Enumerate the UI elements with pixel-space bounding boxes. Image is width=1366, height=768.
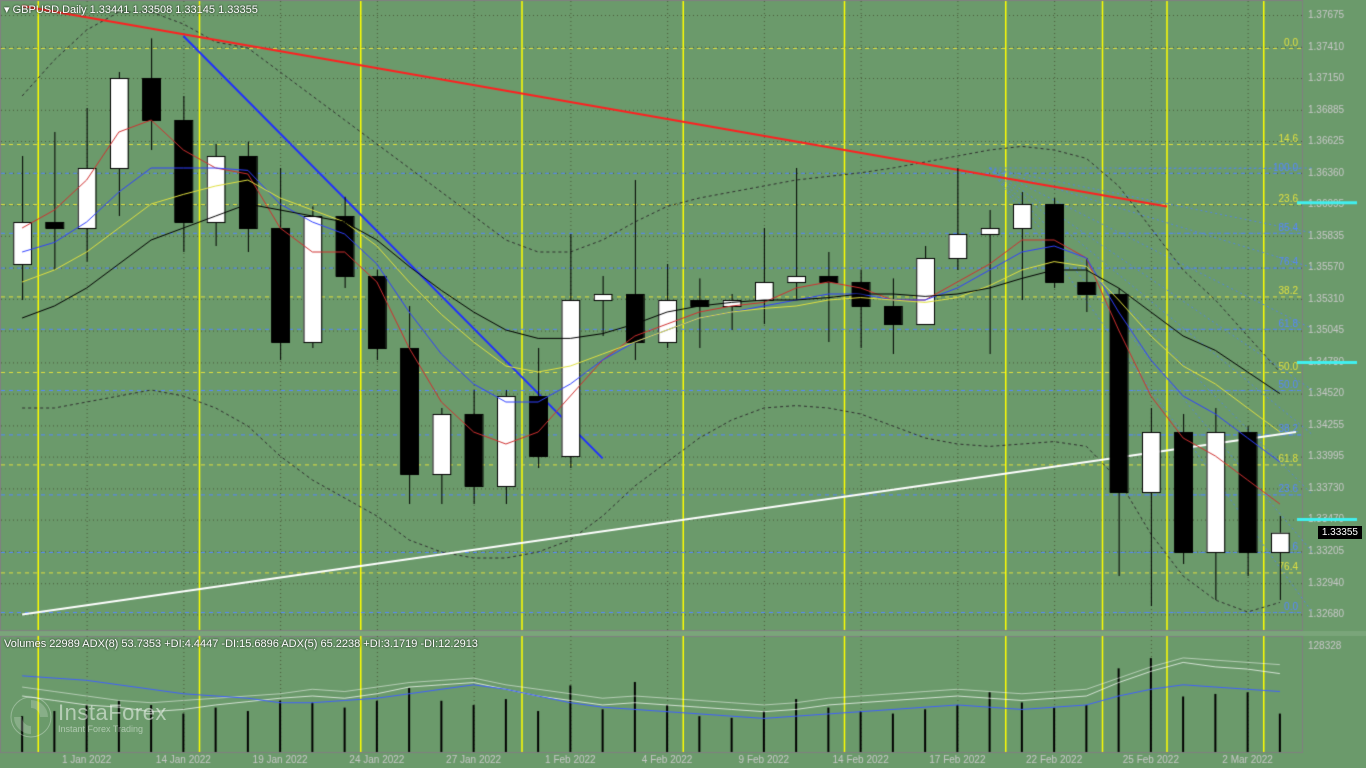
chart-root[interactable]: ▾ GBPUSD,Daily 1.33441 1.33508 1.33145 1…: [0, 0, 1366, 768]
indicator-label: Volumes 22989 ADX(8) 53.7353 +DI:4.4447 …: [4, 638, 478, 650]
ohlc-label: 1.33441 1.33508 1.33145 1.33355: [90, 4, 258, 16]
logo-icon: [10, 696, 52, 738]
chart-title: ▾ GBPUSD,Daily 1.33441 1.33508 1.33145 1…: [4, 3, 258, 16]
current-price-tag: 1.33355: [1318, 526, 1362, 539]
watermark-name: InstaForex: [58, 700, 167, 725]
watermark: InstaForex Instant Forex Trading: [10, 696, 167, 738]
chart-canvas[interactable]: [0, 0, 1366, 768]
dropdown-arrow-icon[interactable]: ▾: [4, 4, 10, 16]
symbol-label: GBPUSD,Daily: [13, 4, 87, 16]
watermark-tag: Instant Forex Trading: [58, 724, 167, 734]
indicator-title: Volumes 22989 ADX(8) 53.7353 +DI:4.4447 …: [4, 638, 478, 650]
